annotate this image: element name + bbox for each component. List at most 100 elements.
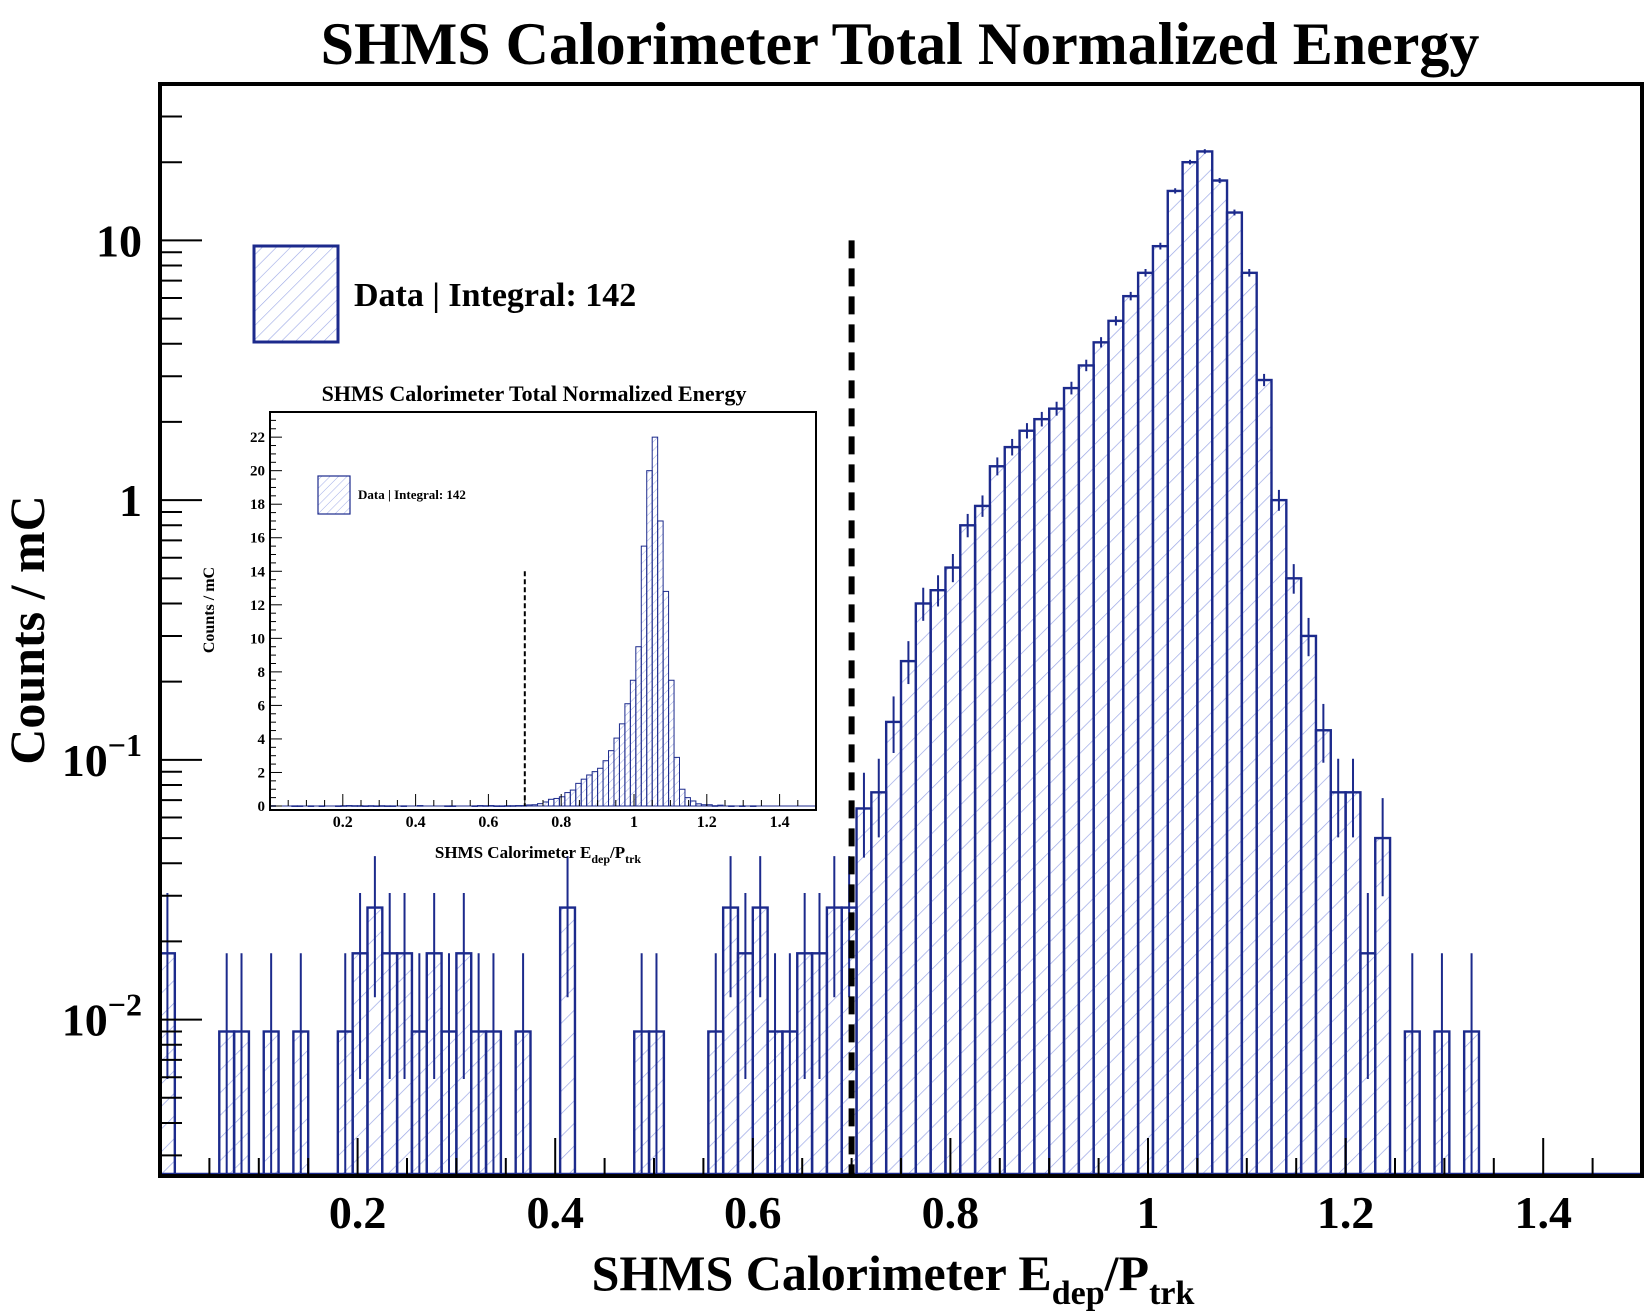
histogram-bin: [1196, 150, 1214, 1176]
inset-histogram-bin: [602, 760, 610, 807]
legend-swatch: [252, 244, 340, 344]
inset-y-tick-label: 14: [250, 564, 266, 580]
inset-x-tick-label: 0.4: [406, 814, 426, 831]
inset-histogram-bin: [618, 723, 626, 807]
histogram-bin: [855, 807, 873, 1176]
legend: Data | Integral: 142: [252, 244, 636, 344]
inset-x-tick-label: 1.4: [770, 814, 790, 831]
inset-x-axis-label: SHMS Calorimeter Edep/Ptrk: [435, 843, 642, 866]
inset-y-tick-label: 12: [250, 598, 265, 614]
inset-histogram-bin: [668, 679, 675, 807]
inset-histogram-bin: [608, 750, 615, 807]
inset-histogram-bin: [591, 771, 599, 807]
inset-histogram-bin: [679, 788, 686, 807]
histogram-bin: [973, 504, 992, 1176]
inset-histogram-bin: [558, 796, 566, 807]
inset-background: [270, 412, 816, 810]
histogram-bin: [1225, 211, 1244, 1176]
inset-histogram-bin: [646, 470, 653, 807]
inset-histogram-bin: [613, 737, 620, 807]
histogram-bin: [988, 465, 1006, 1176]
histogram-bin: [1181, 160, 1199, 1176]
inset-legend-label: Data | Integral: 142: [358, 487, 466, 502]
inset-title: SHMS Calorimeter Total Normalized Energy: [322, 381, 747, 406]
inset-histogram-bin: [662, 590, 670, 807]
histogram-bin: [1136, 271, 1155, 1176]
histogram-bin: [1211, 179, 1229, 1176]
x-tick-label: 0.2: [329, 1187, 387, 1238]
inset-frame: [269, 411, 817, 811]
histogram-bin: [899, 659, 918, 1176]
histogram-bin: [1329, 791, 1347, 1176]
x-tick-label: 0.4: [526, 1187, 584, 1238]
histogram-bin: [1047, 407, 1066, 1176]
histogram-bin: [1062, 386, 1081, 1176]
histogram-bin: [1299, 634, 1318, 1176]
inset-histogram-bin: [684, 797, 691, 807]
histogram-bin: [884, 720, 903, 1176]
inset-histogram-bin: [635, 646, 642, 807]
histogram-bin: [1255, 378, 1273, 1176]
y-tick-label: 10−1: [62, 727, 142, 786]
x-tick-label: 1.2: [1317, 1187, 1375, 1238]
y-axis-label: Counts / mC: [0, 495, 55, 764]
inset-x-tick-label: 1.2: [697, 814, 717, 831]
x-tick-label: 0.8: [922, 1187, 980, 1238]
histogram-bin: [959, 524, 977, 1176]
x-axis-label: SHMS Calorimeter Edep/Ptrk: [592, 1245, 1195, 1312]
x-tick-label: 0.6: [724, 1187, 782, 1238]
inset-y-tick-label: 2: [258, 765, 266, 781]
inset-y-tick-label: 20: [250, 464, 265, 480]
inset-y-tick-label: 10: [250, 631, 265, 647]
histogram-bin: [1240, 271, 1258, 1176]
inset-y-tick-label: 22: [250, 430, 265, 446]
histogram-bin: [1151, 244, 1169, 1176]
inset-x-tick-label: 0.6: [478, 814, 498, 831]
inset-x-tick-label: 1: [630, 814, 638, 831]
inset-y-axis-label: Counts / mC: [201, 567, 218, 653]
inset-histogram-bin: [553, 797, 560, 807]
inset-histogram-bin: [624, 703, 631, 807]
y-tick-label: 10−2: [62, 987, 142, 1046]
histogram-bin: [1077, 364, 1095, 1176]
histogram-bin: [1122, 294, 1140, 1176]
inset-histogram-bin: [569, 789, 577, 807]
inset-legend-swatch: [317, 475, 351, 515]
inset-chart: SHMS Calorimeter Total Normalized Energy…: [201, 381, 817, 866]
inset-y-tick-label: 4: [258, 732, 266, 748]
chart-title: SHMS Calorimeter Total Normalized Energy: [321, 11, 1480, 77]
inset-y-tick-label: 0: [258, 799, 266, 815]
inset-histogram-bin: [547, 798, 555, 807]
inset-histogram-bin: [657, 520, 664, 807]
histogram-bin: [944, 566, 962, 1176]
inset-y-tick-label: 16: [250, 531, 266, 547]
histogram-bin: [1033, 417, 1051, 1176]
histogram-bin: [1092, 341, 1110, 1176]
inset-y-tick-label: 8: [258, 665, 266, 681]
x-tick-label: 1.4: [1514, 1187, 1572, 1238]
inset-legend: Data | Integral: 142: [317, 475, 466, 515]
x-tick-label: 1: [1137, 1187, 1160, 1238]
inset-histogram-bin: [640, 545, 648, 807]
histogram-bin: [1003, 445, 1021, 1176]
inset-histogram-bin: [597, 767, 604, 807]
inset-histogram-bin: [564, 792, 571, 807]
histogram-bin: [1018, 429, 1036, 1176]
inset-y-tick-label: 6: [258, 698, 266, 714]
histogram-bin: [1285, 577, 1303, 1176]
inset-histogram-bin: [629, 679, 637, 807]
inset-x-tick-label: 0.8: [551, 814, 571, 831]
inset-histogram-bin: [575, 782, 582, 807]
y-tick-label: 1: [119, 475, 142, 526]
histogram-bin: [1166, 189, 1184, 1176]
histogram-bin: [870, 791, 888, 1176]
histogram-bin: [1107, 319, 1125, 1176]
histogram-bin: [914, 602, 932, 1176]
histogram-bin: [1314, 729, 1332, 1176]
inset-histogram-bin: [586, 774, 593, 807]
histogram-bin: [1344, 791, 1362, 1176]
inset-y-tick-label: 18: [250, 497, 265, 513]
legend-label: Data | Integral: 142: [354, 277, 636, 314]
